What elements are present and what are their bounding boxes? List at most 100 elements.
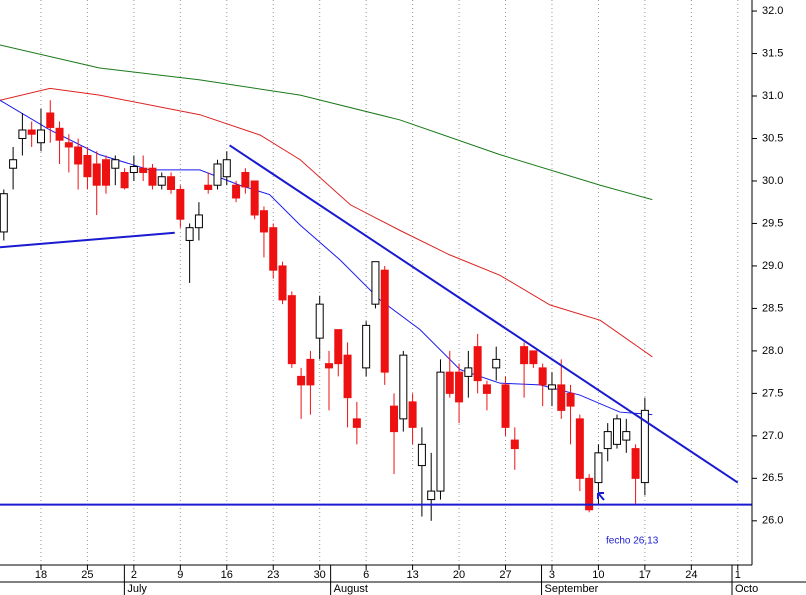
candle-body [566,392,575,407]
x-tick-label: 20 [453,569,465,581]
y-tick-label: 29.5 [762,217,783,229]
month-label: August [334,583,368,595]
candle-body [185,227,194,241]
y-tick-label: 32.0 [762,5,783,17]
x-tick-label: 23 [267,569,279,581]
candle-body [473,346,482,382]
candle-body [213,163,222,186]
candle-body [204,184,213,190]
y-tick-label: 31.5 [762,47,783,59]
candle-body [9,159,18,169]
candle-body [232,184,241,199]
x-tick-label: 30 [314,569,326,581]
candle-body [297,375,306,386]
candle-body [222,159,231,178]
y-tick-label: 31.0 [762,90,783,102]
candle-body [167,176,176,190]
candle-body [148,167,157,186]
y-tick-label: 28.5 [762,302,783,314]
moving-average [0,87,653,358]
candle-body [46,112,55,128]
candle-body [603,431,612,450]
candle-body [64,142,73,148]
candle-body [324,363,333,369]
candle-body [92,163,101,186]
candle-body [640,409,649,484]
x-tick-label: 9 [177,569,183,581]
candle-body [371,261,380,305]
candle-body [18,129,27,139]
candle-body [455,371,464,403]
candle-body [362,324,371,369]
candle-body [631,448,640,479]
month-label: September [545,583,599,595]
y-tick-label: 26.0 [762,515,783,527]
annotation-arrow [597,492,605,501]
candle-body [343,354,352,399]
candle-body [585,477,594,511]
candle-body [594,452,603,484]
candle-body [120,171,129,189]
trend-line [229,144,739,484]
candle-body [27,129,36,135]
y-tick-label: 30.5 [762,132,783,144]
candle-body [529,350,538,365]
candle-body [83,154,92,178]
candle-body [157,176,166,186]
candle-body [129,166,138,173]
y-tick-label: 29.0 [762,260,783,272]
x-tick-label: 25 [81,569,93,581]
x-tick-label: 2 [131,569,137,581]
candle-body [139,167,148,173]
candle-body [194,214,203,229]
y-tick-label: 28.0 [762,345,783,357]
candle-body [250,180,259,216]
candle-body [436,371,445,492]
candle-body [36,129,45,144]
candle-body [287,295,296,365]
candle-body [427,490,436,501]
month-label: Octo [735,583,758,595]
candle-body [399,354,408,420]
y-tick-label: 30.0 [762,175,783,187]
candle-body [176,188,185,220]
x-tick-label: 24 [685,569,697,581]
month-label: July [127,583,147,595]
candle-body [445,371,454,394]
candle-body [464,367,473,377]
candle-body [390,405,399,433]
candle-body [315,303,324,339]
candle-body [0,193,8,233]
candle-body [241,171,250,188]
x-tick-label: 1 [735,569,741,581]
x-tick-label: 18 [35,569,47,581]
moving-average [0,44,653,201]
plot [0,44,752,521]
trend-line [0,231,175,249]
x-tick-label: 6 [363,569,369,581]
y-tick-label: 27.5 [762,387,783,399]
candle-body [334,329,343,365]
x-tick-label: 3 [549,569,555,581]
y-tick-label: 26.5 [762,472,783,484]
x-tick-label: 10 [592,569,604,581]
candle-body [417,443,426,467]
candle-body [613,418,622,445]
candle-body [501,384,510,428]
x-tick-label: 13 [406,569,418,581]
axes: 26.0 26.5 27.0 27.5 28.0 28.5 29.0 29.5 30.0 30.5… [35,5,783,595]
y-tick-label: 27.0 [762,430,783,442]
candle-body [547,384,556,390]
annotation: fecho 26,13 [606,536,659,547]
candle-body [492,358,501,369]
candle-body [259,210,268,233]
x-tick-label: 27 [499,569,511,581]
x-tick-label: 17 [639,569,651,581]
candle-body [278,265,287,301]
candle-body [306,358,315,386]
candle-body [111,159,120,169]
candle-body [622,431,631,441]
candle-body [520,346,529,365]
